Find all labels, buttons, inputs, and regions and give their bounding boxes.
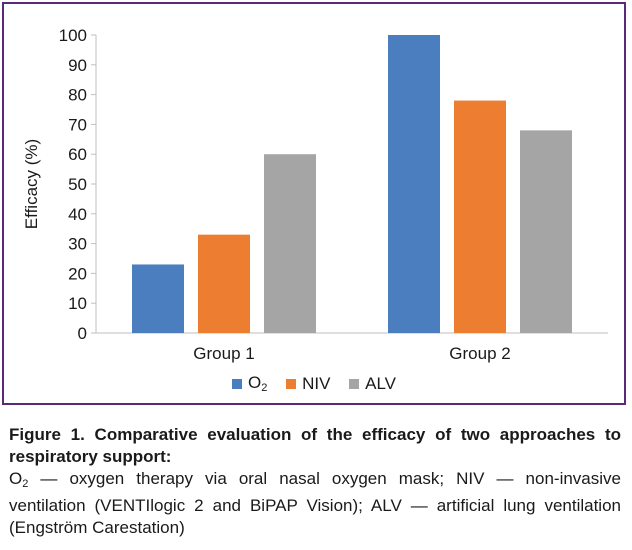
caption-title: Figure 1. Comparative evaluation of the … <box>9 425 621 466</box>
y-tick-label: 80 <box>68 86 87 105</box>
bar-o2-group-2 <box>388 35 440 333</box>
legend-label-niv: NIV <box>302 373 331 393</box>
caption-body-text: — oxygen therapy via oral nasal oxygen m… <box>9 469 621 537</box>
bar-alv-group-2 <box>520 130 572 333</box>
y-axis-label: Efficacy (%) <box>22 139 41 229</box>
x-category-label: Group 2 <box>449 344 510 363</box>
legend-item-niv: NIV <box>286 374 330 394</box>
legend-swatch-niv <box>286 378 297 389</box>
caption-o2-letter: O <box>9 469 23 488</box>
chart-frame: 0 10 20 30 40 50 60 70 80 90 100 Efficacy (%) Group … <box>2 2 626 405</box>
y-tick-label: 100 <box>59 26 87 45</box>
bar-chart: 0 10 20 30 40 50 60 70 80 90 100 Efficacy (%) Group … <box>22 26 608 363</box>
y-tick-label: 50 <box>68 175 87 194</box>
y-tick-label: 30 <box>68 235 87 254</box>
bar-niv-group-1 <box>198 234 250 333</box>
bar-niv-group-2 <box>454 100 506 333</box>
bar-alv-group-1 <box>264 154 316 333</box>
y-tick-label: 0 <box>78 324 87 343</box>
y-tick-label: 90 <box>68 56 87 75</box>
legend: O2 NIV ALV <box>4 373 624 394</box>
legend-swatch-alv <box>349 378 360 389</box>
bar-o2-group-1 <box>132 264 184 333</box>
y-tick-label: 40 <box>68 205 87 224</box>
legend-item-o2: O2 <box>231 373 268 394</box>
x-category-label: Group 1 <box>193 344 254 363</box>
legend-swatch-o2 <box>231 378 242 389</box>
y-tick-label: 60 <box>68 145 87 164</box>
legend-label-alv: ALV <box>365 373 397 393</box>
figure-caption: Figure 1. Comparative evaluation of the … <box>9 424 621 539</box>
y-tick-label: 70 <box>68 115 87 134</box>
caption-body: O2 — oxygen therapy via oral nasal oxyge… <box>9 468 621 539</box>
y-tick-label: 20 <box>68 264 87 283</box>
legend-label-o2: O2 <box>247 373 268 394</box>
caption-o2-subscript: 2 <box>22 478 29 490</box>
y-tick-label: 10 <box>68 294 87 313</box>
legend-item-alv: ALV <box>349 374 396 394</box>
